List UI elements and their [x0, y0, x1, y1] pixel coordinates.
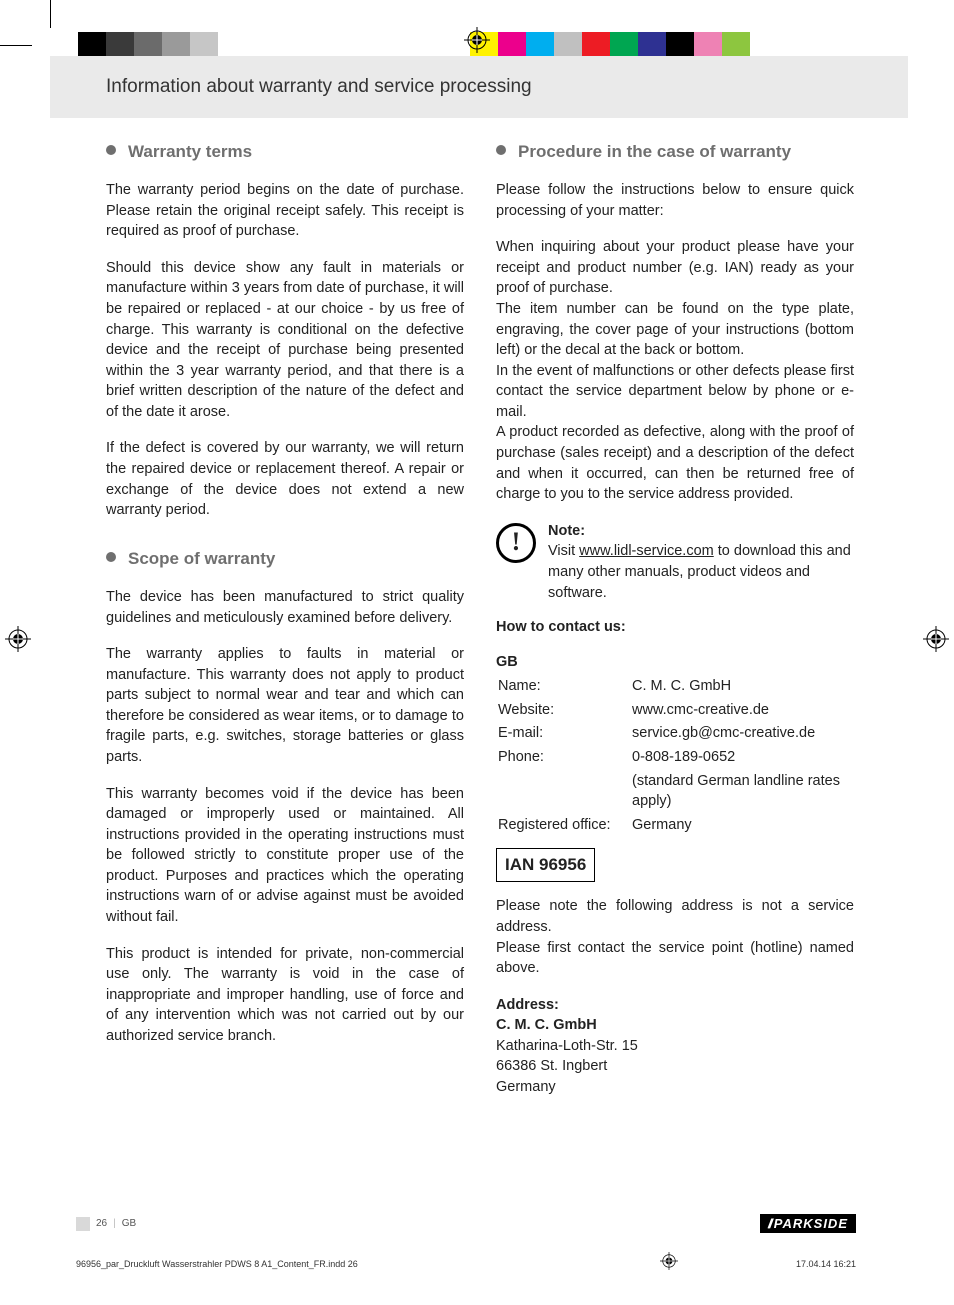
body-text: A product recorded as defective, along w…: [496, 422, 854, 504]
heading-text: Scope of warranty: [128, 547, 275, 571]
brand-logo: ///PARKSIDE: [760, 1214, 856, 1233]
note-block: ! Note: Visit www.lidl-service.com to do…: [496, 521, 854, 603]
body-text: Please first contact the service point (…: [496, 938, 854, 979]
contact-value: C. M. C. GmbH: [632, 676, 852, 698]
section-heading-warranty-terms: Warranty terms: [106, 140, 464, 164]
page-country: GB: [122, 1218, 136, 1229]
column-left: Warranty terms The warranty period begin…: [106, 130, 464, 1098]
bullet-icon: [106, 145, 116, 155]
body-text: This product is intended for private, no…: [106, 944, 464, 1047]
note-link[interactable]: www.lidl-service.com: [579, 543, 714, 559]
source-file: 96956_par_Druckluft Wasserstrahler PDWS …: [76, 1259, 358, 1269]
contact-value: 0-808-189-0652: [632, 747, 852, 769]
table-row: Registered office:Germany: [498, 815, 852, 837]
contact-label: Registered office:: [498, 815, 630, 837]
page-content: Warranty terms The warranty period begin…: [106, 130, 854, 1098]
body-text: If the defect is covered by our warranty…: [106, 438, 464, 520]
bullet-icon: [106, 552, 116, 562]
table-row: (standard German landline rates apply): [498, 771, 852, 813]
column-right: Procedure in the case of warranty Please…: [496, 130, 854, 1098]
heading-text: Warranty terms: [128, 140, 252, 164]
body-text: Please note the following address is not…: [496, 896, 854, 937]
body-text: Please follow the instructions below to …: [496, 180, 854, 221]
section-heading-procedure: Procedure in the case of warranty: [496, 140, 854, 164]
registration-mark-icon: [5, 626, 31, 652]
body-text: Should this device show any fault in mat…: [106, 258, 464, 423]
table-row: Website:www.cmc-creative.de: [498, 700, 852, 722]
contact-table: Name:C. M. C. GmbH Website:www.cmc-creat…: [496, 674, 854, 838]
address-line: Katharina-Loth-Str. 15: [496, 1036, 854, 1057]
address-line: C. M. C. GmbH: [496, 1015, 854, 1036]
registration-mark-icon: [464, 27, 490, 53]
body-text: When inquiring about your product please…: [496, 237, 854, 299]
page-number: 26: [96, 1218, 107, 1229]
page-header: Information about warranty and service p…: [50, 56, 908, 118]
attention-icon: !: [496, 523, 536, 563]
body-text: The device has been manufactured to stri…: [106, 587, 464, 628]
bullet-icon: [496, 145, 506, 155]
table-row: E-mail:service.gb@cmc-creative.de: [498, 723, 852, 745]
page-footer: 26 | GB ///PARKSIDE: [76, 1214, 856, 1233]
print-timestamp: 17.04.14 16:21: [796, 1259, 856, 1269]
note-body: Note: Visit www.lidl-service.com to down…: [548, 521, 854, 603]
note-label: Note:: [548, 523, 585, 539]
ian-number: IAN 96956: [496, 848, 595, 882]
body-text: This warranty becomes void if the device…: [106, 784, 464, 928]
contact-label: Phone:: [498, 747, 630, 769]
registration-mark-icon: [923, 626, 949, 652]
body-text: The item number can be found on the type…: [496, 299, 854, 361]
table-row: Phone:0-808-189-0652: [498, 747, 852, 769]
contact-value: service.gb@cmc-creative.de: [632, 723, 852, 745]
print-metadata: 96956_par_Druckluft Wasserstrahler PDWS …: [76, 1259, 856, 1269]
contact-label: Name:: [498, 676, 630, 698]
page-marker-icon: [76, 1217, 90, 1231]
body-text: The warranty period begins on the date o…: [106, 180, 464, 242]
page-number-block: 26 | GB: [76, 1217, 136, 1231]
contact-value: www.cmc-creative.de: [632, 700, 852, 722]
body-text: In the event of malfunctions or other de…: [496, 361, 854, 423]
contact-value: (standard German landline rates apply): [632, 771, 852, 813]
address-line: 66386 St. Ingbert: [496, 1056, 854, 1077]
contact-heading: How to contact us:: [496, 617, 854, 638]
country-code: GB: [496, 652, 854, 673]
body-text: The warranty applies to faults in materi…: [106, 644, 464, 767]
address-heading: Address:: [496, 995, 854, 1016]
crop-mark: [50, 0, 51, 28]
heading-text: Procedure in the case of warranty: [518, 140, 791, 164]
section-heading-scope: Scope of warranty: [106, 547, 464, 571]
note-text: Visit www.lidl-service.com to download t…: [548, 543, 851, 600]
address-line: Germany: [496, 1077, 854, 1098]
contact-label: E-mail:: [498, 723, 630, 745]
contact-label: Website:: [498, 700, 630, 722]
table-row: Name:C. M. C. GmbH: [498, 676, 852, 698]
contact-value: Germany: [632, 815, 852, 837]
